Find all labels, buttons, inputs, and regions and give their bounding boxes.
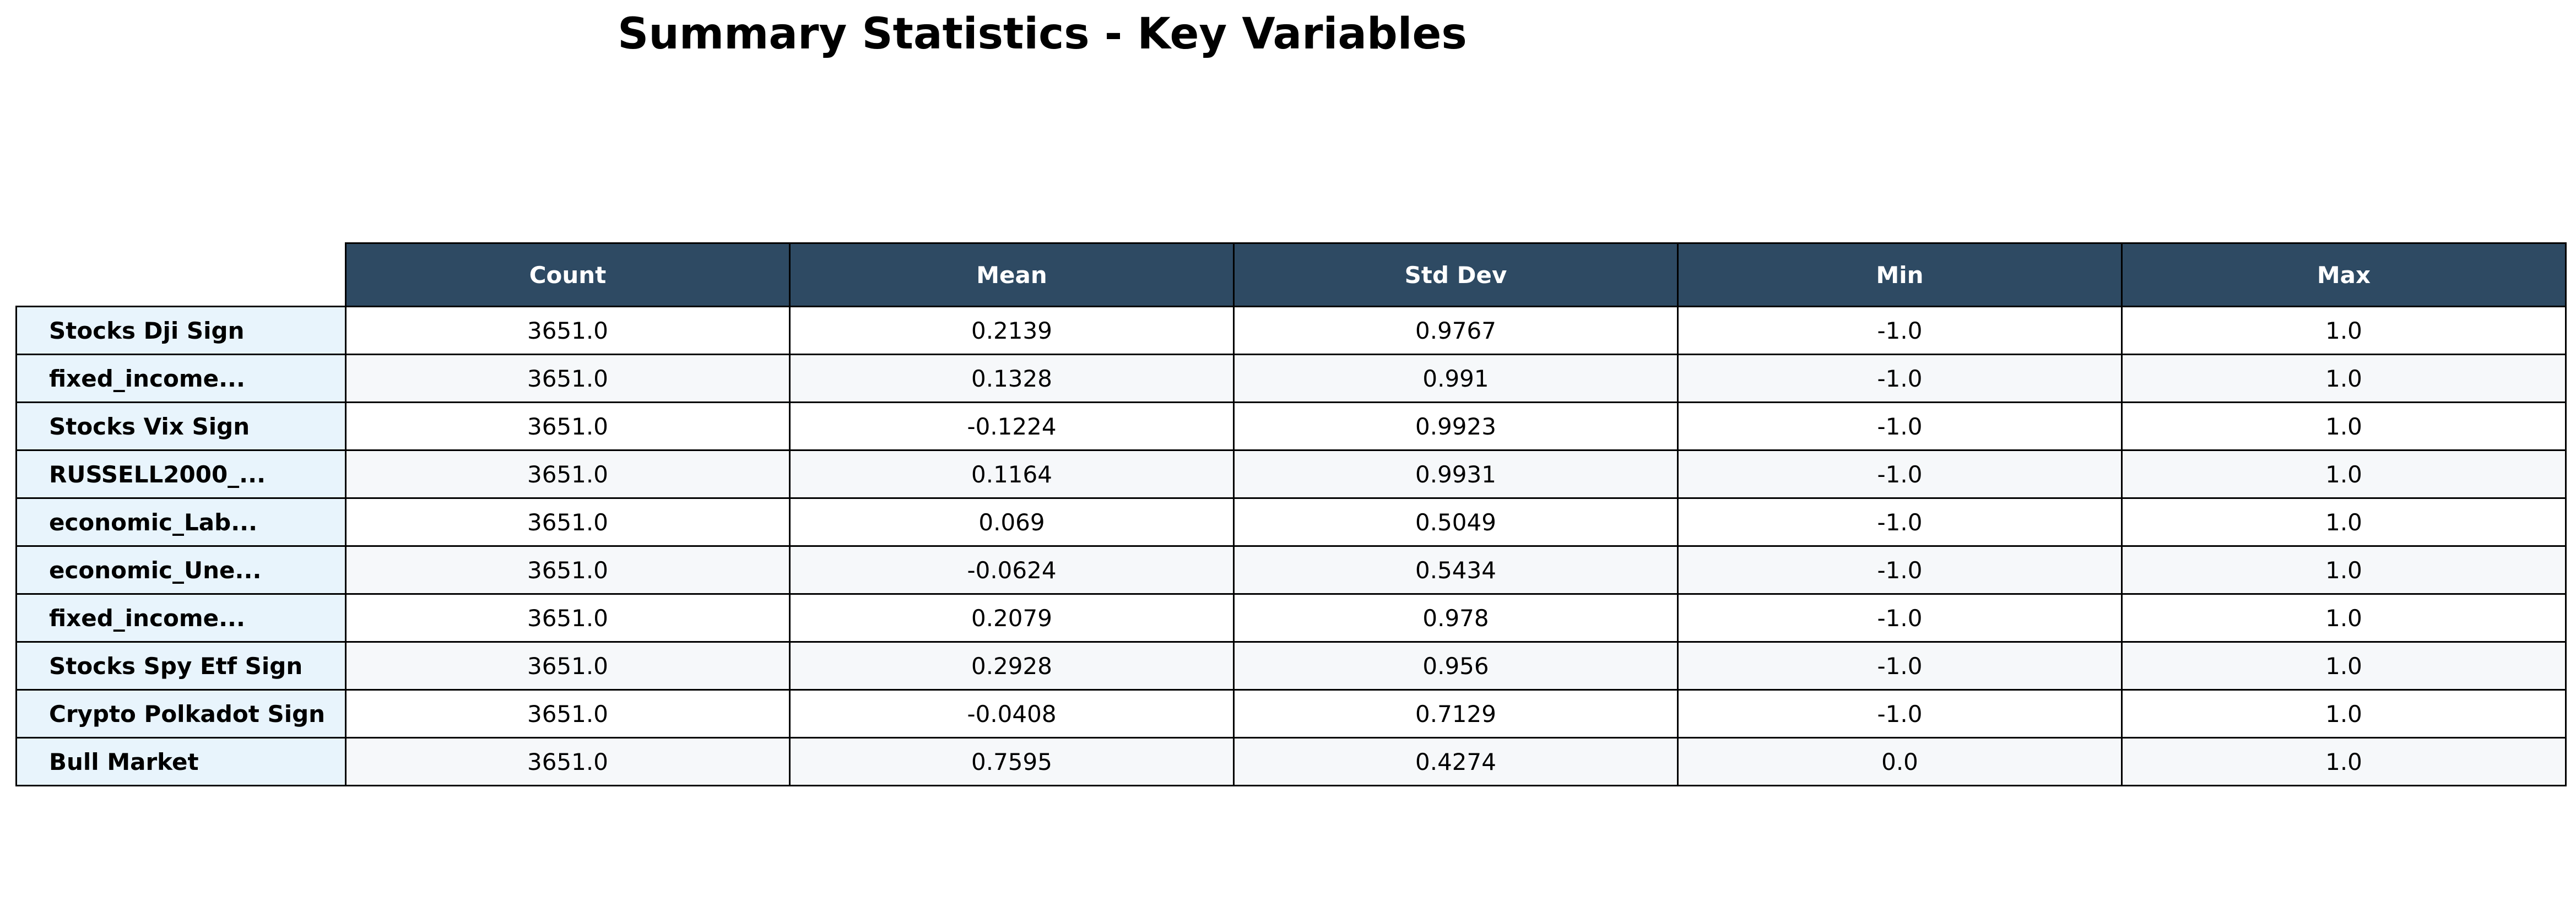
- cell-max: 1.0: [2121, 545, 2567, 595]
- row-label: Stocks Spy Etf Sign: [15, 641, 347, 691]
- row-label: economic_Lab...: [15, 497, 347, 547]
- cell-min: -1.0: [1677, 641, 2123, 691]
- table-row: RUSSELL2000_... 3651.0 0.1164 0.9931 -1.0 1.0: [15, 449, 2567, 499]
- cell-min: -1.0: [1677, 354, 2123, 403]
- cell-count: 3651.0: [345, 401, 791, 451]
- table-row: Crypto Polkadot Sign 3651.0 -0.0408 0.7129-…: [15, 689, 2567, 739]
- row-label: fixed_income...: [15, 593, 347, 643]
- row-label: RUSSELL2000_...: [15, 449, 347, 499]
- cell-count: 3651.0: [345, 737, 791, 786]
- cell-count: 3651.0: [345, 593, 791, 643]
- table-row: Stocks Spy Etf Sign 3651.0 0.2928 0.956 -1.0…: [15, 641, 2567, 691]
- cell-max: 1.0: [2121, 497, 2567, 547]
- column-header-std-dev: Std Dev: [1233, 242, 1679, 307]
- cell-count: 3651.0: [345, 689, 791, 739]
- cell-min: -1.0: [1677, 689, 2123, 739]
- table-row: fixed_income... 3651.0 0.2079 0.978 -1.0 1.0: [15, 593, 2567, 643]
- cell-mean: -0.0624: [789, 545, 1235, 595]
- cell-max: 1.0: [2121, 306, 2567, 355]
- cell-std-dev: 0.5049: [1233, 497, 1679, 547]
- table-header-row: Count Mean Std Dev Min Max: [17, 242, 2567, 307]
- cell-max: 1.0: [2121, 689, 2567, 739]
- column-header-min: Min: [1677, 242, 2123, 307]
- cell-std-dev: 0.978: [1233, 593, 1679, 643]
- cell-min: 0.0: [1677, 737, 2123, 786]
- cell-min: -1.0: [1677, 545, 2123, 595]
- column-header-count: Count: [345, 242, 791, 307]
- table-row: Stocks Dji Sign 3651.0 0.2139 0.9767 -1.0 1.0: [15, 306, 2567, 355]
- cell-mean: 0.7595: [789, 737, 1235, 786]
- cell-max: 1.0: [2121, 449, 2567, 499]
- column-header-max: Max: [2121, 242, 2567, 307]
- cell-min: -1.0: [1677, 306, 2123, 355]
- cell-std-dev: 0.5434: [1233, 545, 1679, 595]
- cell-mean: 0.2928: [789, 641, 1235, 691]
- cell-max: 1.0: [2121, 401, 2567, 451]
- cell-count: 3651.0: [345, 641, 791, 691]
- table-row: economic_Une... 3651.0 -0.0624 0.5434 -1.0 1.…: [15, 545, 2567, 595]
- cell-mean: 0.2139: [789, 306, 1235, 355]
- table-row: fixed_income... 3651.0 0.1328 0.991 -1.0 1.0: [15, 354, 2567, 403]
- cell-max: 1.0: [2121, 737, 2567, 786]
- cell-max: 1.0: [2121, 354, 2567, 403]
- cell-std-dev: 0.4274: [1233, 737, 1679, 786]
- cell-std-dev: 0.9767: [1233, 306, 1679, 355]
- cell-mean: 0.2079: [789, 593, 1235, 643]
- cell-min: -1.0: [1677, 449, 2123, 499]
- cell-std-dev: 0.956: [1233, 641, 1679, 691]
- chart-title: Summary Statistics - Key Variables: [618, 9, 1467, 59]
- table-body: Stocks Dji Sign 3651.0 0.2139 0.9767 -1.0 1.0…: [15, 306, 2567, 786]
- cell-count: 3651.0: [345, 449, 791, 499]
- table-row: Stocks Vix Sign 3651.0 -0.1224 0.9923 -1.0 1.…: [15, 401, 2567, 451]
- cell-mean: -0.1224: [789, 401, 1235, 451]
- row-label: Stocks Vix Sign: [15, 401, 347, 451]
- column-header-mean: Mean: [789, 242, 1235, 307]
- table-row: Bull Market 3651.0 0.7595 0.4274 0.0 1.0: [15, 737, 2567, 786]
- cell-count: 3651.0: [345, 497, 791, 547]
- cell-std-dev: 0.991: [1233, 354, 1679, 403]
- cell-mean: 0.069: [789, 497, 1235, 547]
- cell-mean: 0.1164: [789, 449, 1235, 499]
- summary-statistics-table: Count Mean Std Dev Min Max Stocks Dji Si…: [15, 242, 2567, 786]
- cell-mean: 0.1328: [789, 354, 1235, 403]
- row-label: Crypto Polkadot Sign: [15, 689, 347, 739]
- cell-count: 3651.0: [345, 545, 791, 595]
- cell-max: 1.0: [2121, 641, 2567, 691]
- row-label: fixed_income...: [15, 354, 347, 403]
- cell-count: 3651.0: [345, 306, 791, 355]
- cell-min: -1.0: [1677, 401, 2123, 451]
- cell-std-dev: 0.9923: [1233, 401, 1679, 451]
- cell-std-dev: 0.9931: [1233, 449, 1679, 499]
- cell-min: -1.0: [1677, 593, 2123, 643]
- cell-max: 1.0: [2121, 593, 2567, 643]
- row-label: Stocks Dji Sign: [15, 306, 347, 355]
- cell-count: 3651.0: [345, 354, 791, 403]
- cell-min: -1.0: [1677, 497, 2123, 547]
- cell-mean: -0.0408: [789, 689, 1235, 739]
- row-label: Bull Market: [15, 737, 347, 786]
- table-corner-cell: [17, 243, 346, 307]
- row-label: economic_Une...: [15, 545, 347, 595]
- cell-std-dev: 0.7129: [1233, 689, 1679, 739]
- table-row: economic_Lab... 3651.0 0.069 0.5049 -1.0 1.0: [15, 497, 2567, 547]
